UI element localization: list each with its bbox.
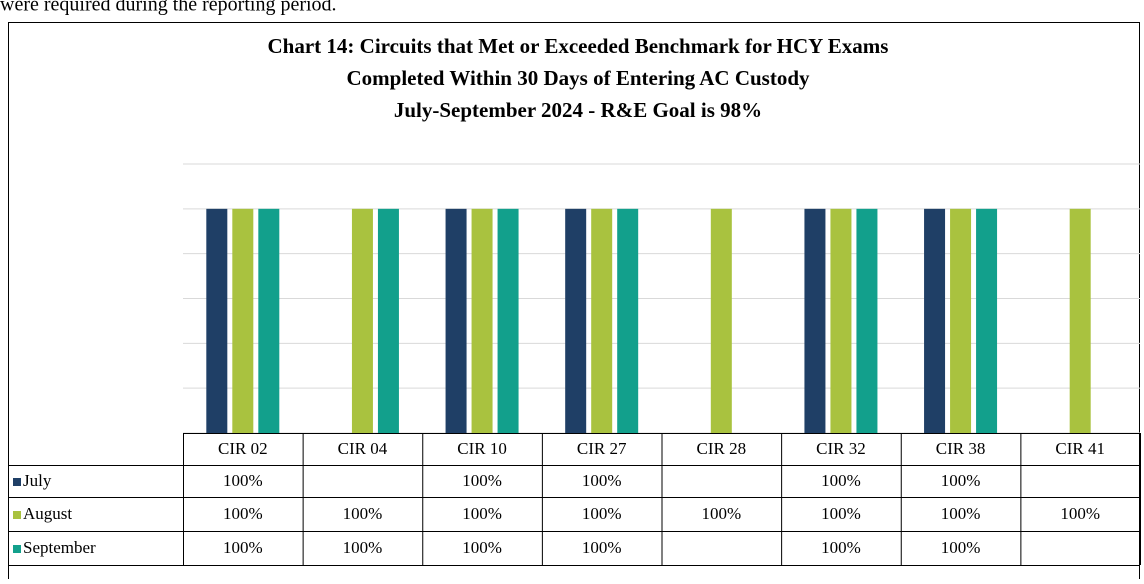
table-value: 100% [223,538,263,557]
table-value: 100% [223,471,263,490]
table-value: 100% [821,538,861,557]
bar [565,208,587,433]
bar [206,208,228,433]
intro-text: were required during the reporting perio… [0,0,337,16]
legend-swatch [13,511,21,519]
legend-label: September [23,538,96,557]
bar [710,208,732,433]
chart-title: Completed Within 30 Days of Entering AC … [346,66,810,90]
table-value: 100% [343,504,383,523]
bar [497,208,519,433]
bar [856,208,878,433]
x-tick-label: CIR 32 [816,439,866,458]
bar [830,208,852,433]
x-tick-label: CIR 28 [697,439,747,458]
chart-title: July-September 2024 - R&E Goal is 98% [394,98,762,122]
x-tick-label: CIR 10 [457,439,507,458]
bar [950,208,972,433]
bar [924,208,946,433]
bar [804,208,826,433]
table-value: 100% [821,504,861,523]
x-tick-label: CIR 02 [218,439,268,458]
table-value: 100% [701,504,741,523]
table-value: 100% [582,471,622,490]
legend-label: August [23,504,72,523]
x-tick-label: CIR 38 [936,439,986,458]
bar [377,208,399,433]
x-tick-label: CIR 27 [577,439,627,458]
table-value: 100% [1060,504,1100,523]
table-value: 100% [223,504,263,523]
bar [258,208,280,433]
bar [471,208,493,433]
table-value: 100% [821,471,861,490]
table-value: 100% [343,538,383,557]
bar [445,208,467,433]
legend-label: July [23,471,52,490]
bar [1069,208,1091,433]
table-value: 100% [462,471,502,490]
x-tick-label: CIR 04 [338,439,388,458]
table-value: 100% [941,504,981,523]
bar [976,208,998,433]
legend-swatch [13,545,21,553]
table-value: 100% [462,538,502,557]
table-value: 100% [462,504,502,523]
x-tick-label: CIR 41 [1055,439,1105,458]
bar [351,208,373,433]
table-value: 100% [941,471,981,490]
bar [617,208,639,433]
table-value: 100% [582,538,622,557]
bar [232,208,254,433]
chart-title: Chart 14: Circuits that Met or Exceeded … [268,34,889,58]
table-value: 100% [582,504,622,523]
table-value: 100% [941,538,981,557]
legend-swatch [13,478,21,486]
bar [591,208,613,433]
